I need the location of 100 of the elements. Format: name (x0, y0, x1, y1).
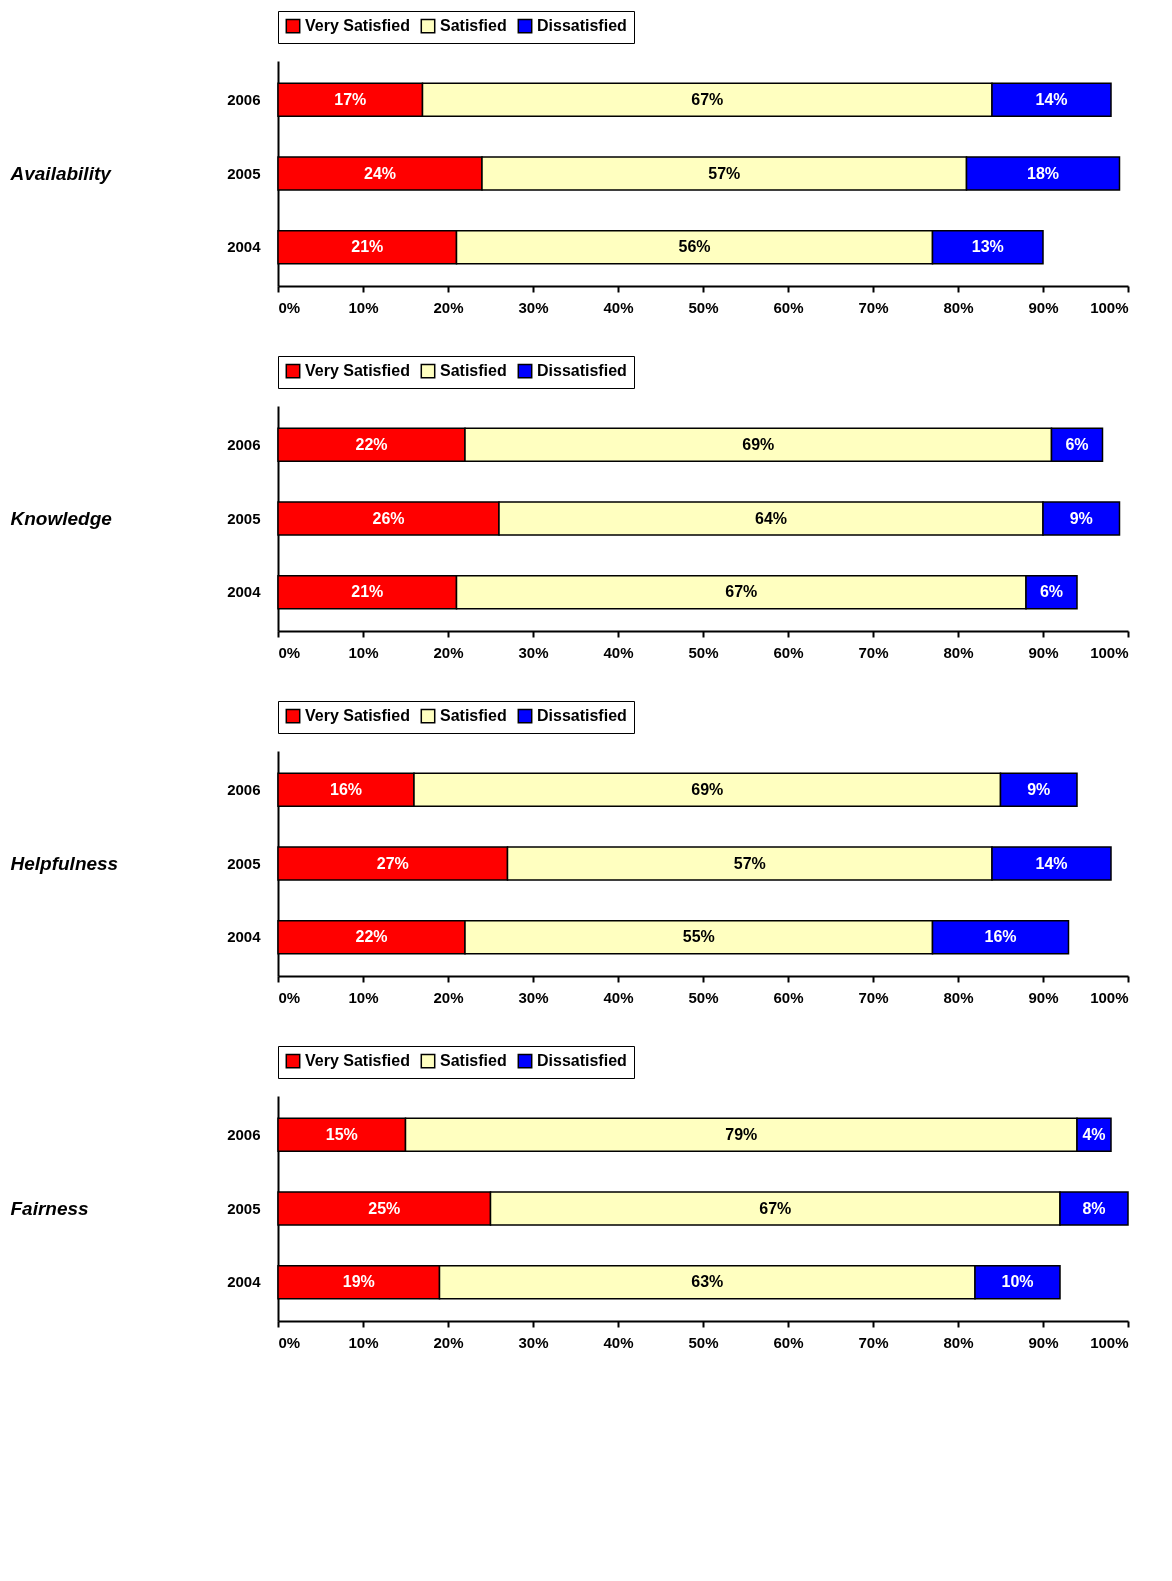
data-label: 8% (1082, 1199, 1106, 1217)
legend-label: Very Satisfied (305, 1052, 410, 1070)
data-label: 27% (376, 854, 409, 872)
y-tick-label: 2006 (227, 1125, 261, 1143)
x-tick-label: 30% (518, 988, 549, 1006)
x-tick-label: 70% (858, 1333, 889, 1351)
data-label: 9% (1069, 509, 1093, 527)
x-tick-label: 60% (773, 1333, 804, 1351)
x-tick-label: 20% (433, 298, 464, 316)
legend-label: Very Satisfied (305, 362, 410, 380)
data-label: 21% (351, 583, 384, 601)
data-label: 79% (725, 1125, 758, 1143)
y-tick-label: 2004 (227, 238, 262, 256)
data-label: 16% (984, 928, 1017, 946)
x-tick-label: 80% (943, 988, 974, 1006)
x-tick-label: 70% (858, 643, 889, 661)
x-tick-label: 30% (518, 1333, 549, 1351)
data-label: 6% (1039, 583, 1064, 601)
legend-label: Satisfied (440, 707, 507, 725)
legend-label: Satisfied (440, 17, 507, 35)
y-tick-label: 2005 (227, 1199, 261, 1217)
x-tick-label: 10% (348, 298, 379, 316)
y-tick-label: 2006 (227, 90, 261, 108)
x-tick-label: 60% (773, 988, 804, 1006)
x-tick-label: 30% (518, 298, 549, 316)
x-tick-label: 0% (278, 988, 301, 1006)
legend-label: Satisfied (440, 1052, 507, 1070)
y-axis-title: Knowledge (10, 508, 113, 529)
y-tick-label: 2004 (227, 583, 262, 601)
data-label: 6% (1065, 435, 1089, 453)
x-tick-label: 100% (1090, 643, 1129, 661)
data-label: 15% (325, 1125, 358, 1143)
x-tick-label: 100% (1090, 988, 1129, 1006)
x-tick-label: 90% (1028, 643, 1059, 661)
x-tick-label: 60% (773, 643, 804, 661)
data-label: 24% (363, 164, 397, 182)
legend-label: Dissatisfied (537, 362, 627, 380)
y-axis-title: Fairness (10, 1198, 89, 1219)
data-label: 10% (1001, 1273, 1034, 1291)
x-tick-label: 20% (433, 1333, 464, 1351)
data-label: 4% (1082, 1125, 1106, 1143)
y-tick-label: 2005 (227, 509, 261, 527)
x-tick-label: 50% (688, 988, 719, 1006)
x-tick-label: 90% (1028, 298, 1059, 316)
legend-label: Very Satisfied (305, 17, 410, 35)
data-label: 22% (355, 928, 388, 946)
x-tick-label: 80% (943, 643, 974, 661)
x-tick-label: 10% (348, 643, 379, 661)
legend-label: Dissatisfied (537, 1052, 627, 1070)
x-tick-label: 50% (688, 298, 719, 316)
x-tick-label: 10% (348, 988, 379, 1006)
y-tick-label: 2006 (227, 435, 261, 453)
data-label: 21% (351, 238, 384, 256)
data-label: 57% (708, 164, 741, 182)
data-label: 25% (368, 1199, 401, 1217)
data-label: 18% (1026, 164, 1060, 182)
data-label: 26% (372, 509, 405, 527)
y-axis-title: Availability (9, 163, 113, 184)
data-label: 64% (754, 509, 788, 527)
x-tick-label: 60% (773, 298, 804, 316)
x-tick-label: 80% (943, 298, 974, 316)
x-tick-label: 90% (1028, 1333, 1059, 1351)
x-tick-label: 20% (433, 643, 464, 661)
x-tick-label: 30% (518, 643, 549, 661)
data-label: 67% (691, 90, 724, 108)
legend-label: Very Satisfied (305, 707, 410, 725)
x-tick-label: 100% (1090, 298, 1129, 316)
y-axis-title: Helpfulness (10, 853, 119, 874)
y-tick-label: 2004 (227, 1273, 262, 1291)
data-label: 14% (1035, 90, 1068, 108)
x-tick-label: 50% (688, 643, 719, 661)
x-tick-label: 40% (603, 988, 634, 1006)
data-label: 9% (1027, 780, 1051, 798)
x-tick-label: 70% (858, 988, 889, 1006)
data-label: 67% (725, 583, 758, 601)
data-label: 69% (691, 780, 724, 798)
data-label: 14% (1035, 854, 1068, 872)
y-tick-label: 2006 (227, 780, 261, 798)
data-label: 69% (742, 435, 775, 453)
data-label: 55% (682, 928, 715, 946)
x-tick-label: 20% (433, 988, 464, 1006)
x-tick-label: 40% (603, 643, 634, 661)
x-tick-label: 40% (603, 1333, 634, 1351)
x-tick-label: 70% (858, 298, 889, 316)
y-tick-label: 2005 (227, 854, 261, 872)
data-label: 67% (759, 1199, 792, 1217)
x-tick-label: 80% (943, 1333, 974, 1351)
x-tick-label: 0% (278, 643, 301, 661)
data-label: 63% (691, 1273, 724, 1291)
x-tick-label: 100% (1090, 1333, 1129, 1351)
data-label: 19% (342, 1273, 375, 1291)
data-label: 17% (334, 90, 367, 108)
data-label: 57% (733, 854, 766, 872)
x-tick-label: 0% (278, 1333, 301, 1351)
legend-label: Satisfied (440, 362, 507, 380)
legend-label: Dissatisfied (537, 17, 627, 35)
data-label: 13% (971, 238, 1004, 256)
x-tick-label: 90% (1028, 988, 1059, 1006)
legend-label: Dissatisfied (537, 707, 627, 725)
data-label: 22% (355, 435, 388, 453)
